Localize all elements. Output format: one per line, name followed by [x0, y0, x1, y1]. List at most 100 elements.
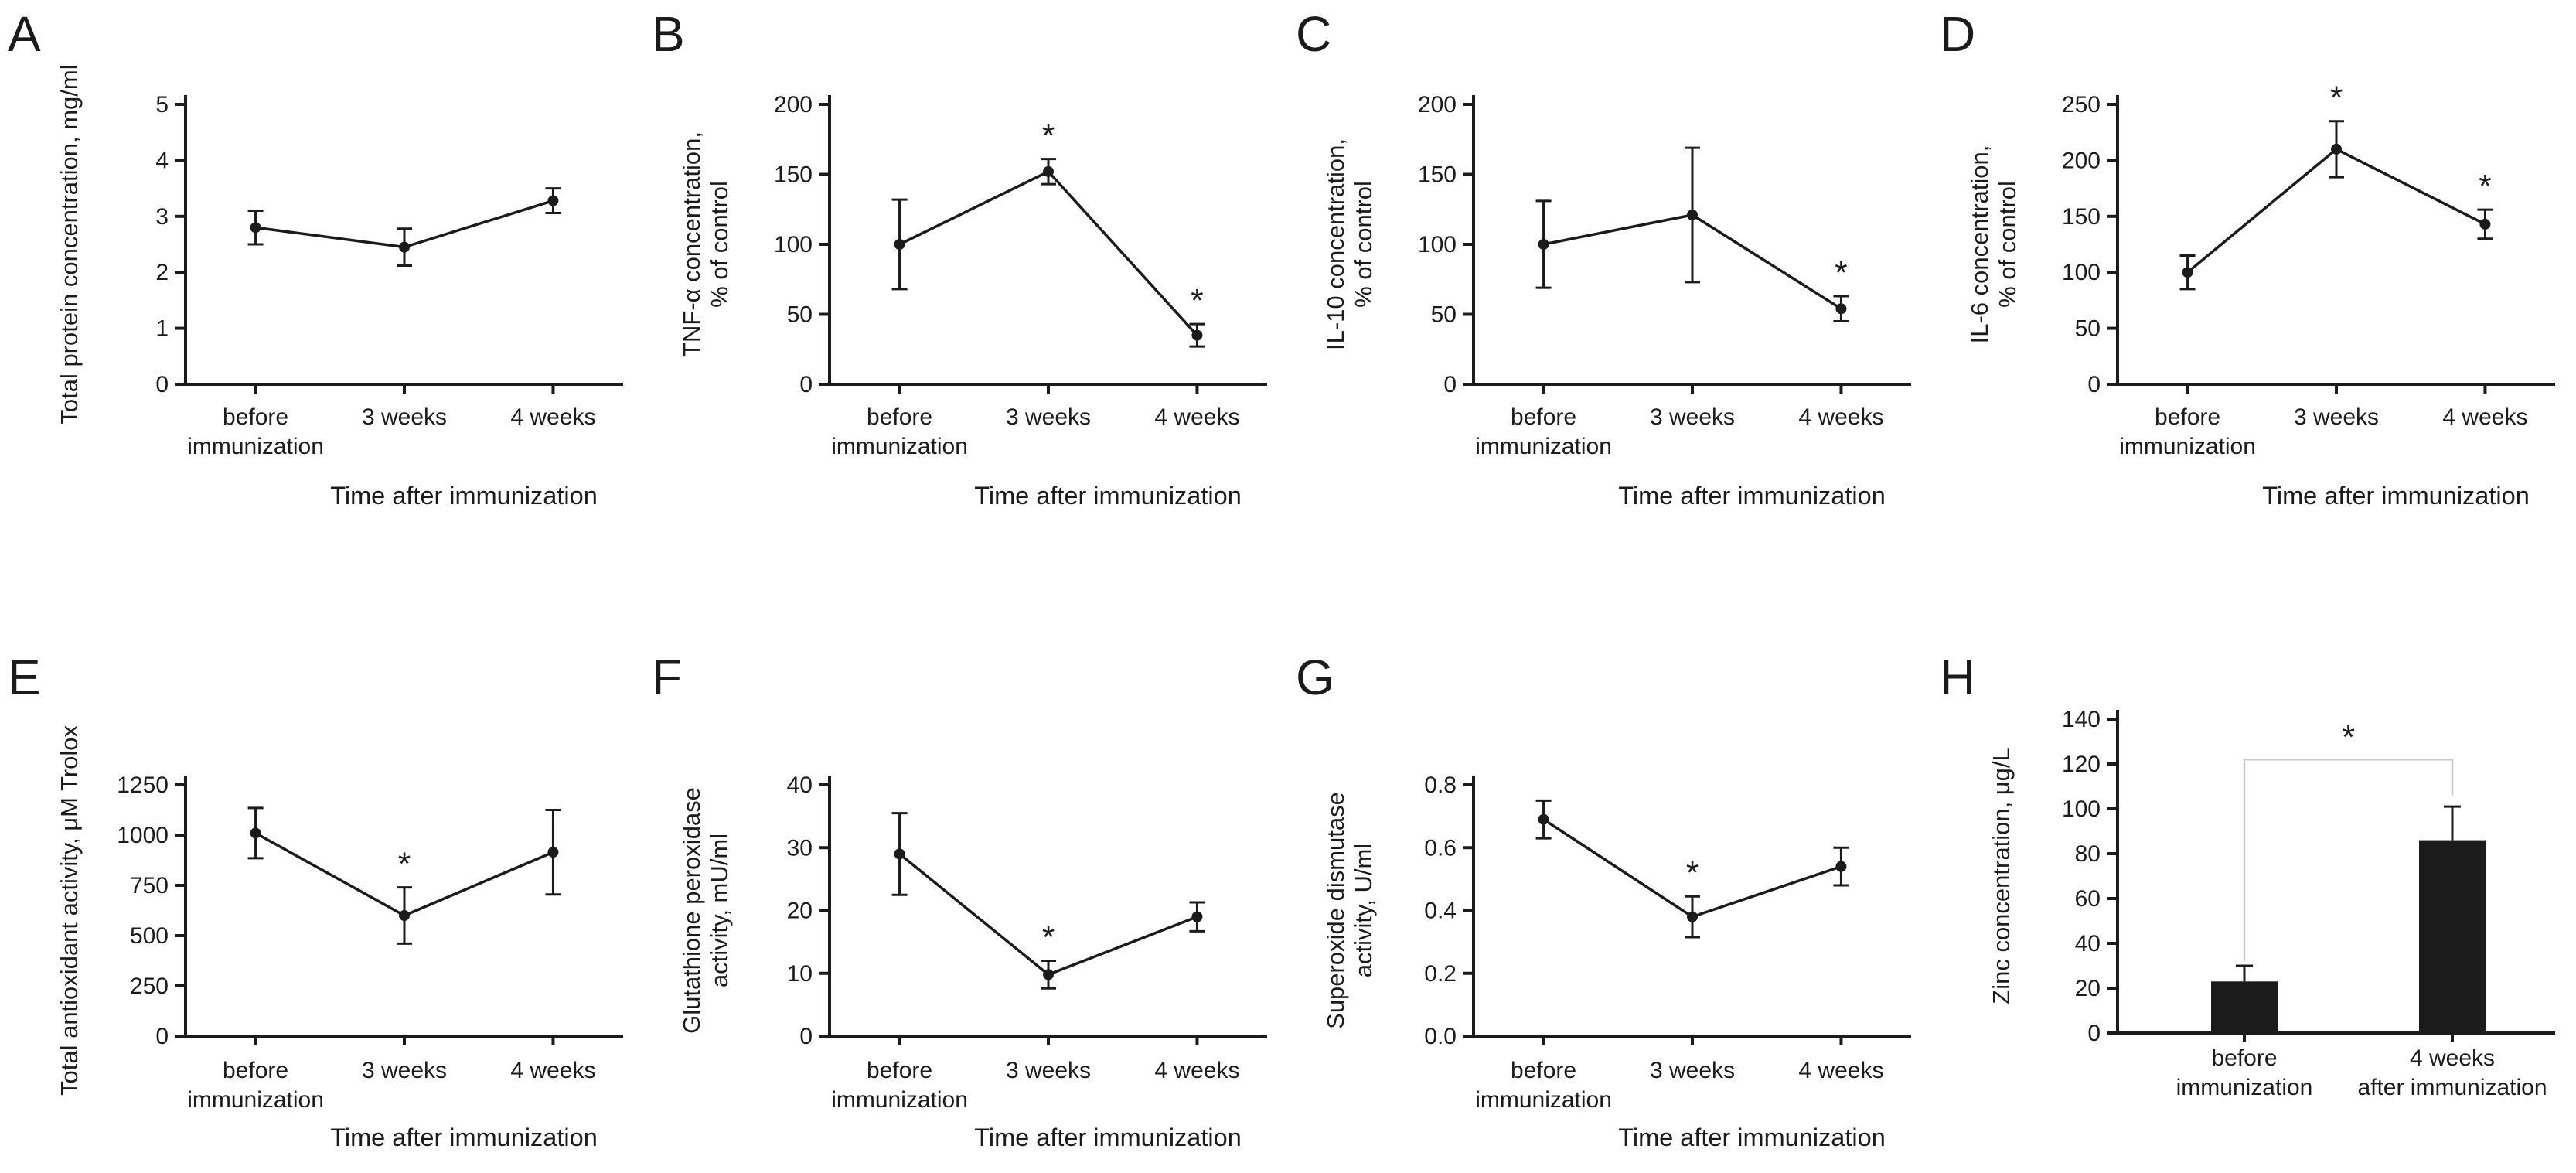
y-axis-label: Superoxide dismutase [1322, 792, 1349, 1029]
panel-G: G 0.0 0.2 0.4 0.6 0.8 Superoxide dismutase act… [1288, 588, 1932, 1173]
y-tick-label: 0 [2087, 372, 2101, 397]
y-tick-label: 80 [2075, 841, 2101, 867]
data-point [1687, 209, 1698, 220]
x-tick-label: before [867, 404, 932, 430]
panel-H-chart: 0 20 40 60 80 100 120 140 Zinc concentration, μg… [1988, 707, 2555, 1100]
y-tick-label: 30 [787, 835, 813, 861]
y-tick-label: 150 [2062, 204, 2101, 230]
significance-asterisk: * [1686, 854, 1699, 891]
y-axis-label: IL-10 concentration, [1322, 138, 1349, 350]
x-tick-label: immunization [831, 434, 968, 459]
x-tick-label: immunization [1475, 1087, 1612, 1113]
x-tick-label: 3 weeks [362, 404, 447, 430]
y-tick-label: 100 [774, 232, 813, 257]
y-axis-label: Zinc concentration, μg/L [1988, 748, 2015, 1004]
y-tick-label: 5 [155, 92, 169, 118]
panel-A-chart: 0 1 2 3 4 5 Total protein concentration, mg/ml… [56, 64, 623, 510]
x-tick-label: after immunization [2357, 1075, 2547, 1100]
y-tick-label: 200 [2062, 148, 2101, 173]
y-tick-label: 150 [1418, 162, 1457, 188]
x-axis-title: Time after immunization [330, 482, 598, 510]
panel-A: A 0 1 2 3 4 5 Total protein concentration, mg/… [0, 0, 644, 588]
y-tick-label: 0 [155, 1024, 169, 1049]
x-tick-label: 4 weeks [1154, 404, 1239, 430]
data-point [2182, 267, 2193, 278]
data-point [1835, 861, 1847, 872]
data-point [1191, 329, 1203, 341]
y-axis-label: Total protein concentration, mg/ml [56, 64, 83, 424]
y-tick-label: 500 [130, 923, 169, 949]
y-axis-label: IL-6 concentration, [1966, 145, 1993, 344]
panel-D-chart: 0 50 100 150 200 250 IL-6 concentration,% of c… [1966, 80, 2555, 510]
y-tick-label: 20 [787, 899, 813, 924]
panel-C-chart: 0 50 100 150 200 IL-10 concentration,% of con… [1322, 92, 1911, 510]
y-axis-label: activity, U/ml [1350, 844, 1377, 977]
panel-letter-C: C [1296, 6, 1332, 62]
y-tick-label: 150 [774, 162, 813, 188]
y-axis-label: % of control [1350, 181, 1377, 308]
data-point [2479, 218, 2491, 230]
panel-C: C 0 50 100 150 200 IL-10 concentration,% of c… [1288, 0, 1932, 588]
y-tick-label: 0.4 [1424, 899, 1457, 924]
data-point [894, 848, 905, 860]
data-point [894, 239, 905, 250]
significance-asterisk: * [2342, 718, 2355, 756]
significance-asterisk: * [1191, 282, 1203, 319]
y-tick-label: 2 [155, 260, 169, 285]
x-axis-title: Time after immunization [330, 1124, 598, 1151]
x-tick-label: 4 weeks [1798, 404, 1883, 430]
data-point [1687, 911, 1698, 922]
x-axis-title: Time after immunization [974, 1124, 1242, 1151]
y-tick-label: 40 [2075, 931, 2101, 956]
x-tick-label: 3 weeks [1650, 1058, 1735, 1083]
y-tick-label: 120 [2062, 752, 2101, 777]
x-axis-title: Time after immunization [2262, 482, 2530, 510]
y-tick-label: 0.8 [1424, 772, 1457, 798]
y-tick-label: 1000 [117, 823, 169, 848]
y-tick-label: 0 [799, 1024, 813, 1049]
y-tick-label: 1250 [117, 772, 169, 798]
significance-bracket [2243, 758, 2454, 962]
panel-letter-G: G [1296, 650, 1334, 705]
data-point [1835, 303, 1847, 315]
y-tick-label: 100 [2062, 796, 2101, 822]
x-tick-label: 4 weeks [1154, 1058, 1239, 1083]
x-tick-label: immunization [187, 1087, 324, 1113]
x-axis-title: Time after immunization [974, 482, 1242, 510]
y-tick-label: 140 [2062, 707, 2101, 732]
significance-asterisk: * [1042, 919, 1055, 956]
x-tick-label: 3 weeks [2294, 404, 2379, 430]
x-axis-title: Time after immunization [1618, 482, 1886, 510]
data-point [2331, 143, 2342, 155]
x-tick-label: 4 weeks [2442, 404, 2527, 430]
y-tick-label: 60 [2075, 886, 2101, 912]
panel-letter-E: E [8, 650, 41, 705]
x-tick-label: 4 weeks [1798, 1058, 1883, 1083]
y-axis-label: % of control [1994, 181, 2021, 308]
x-tick-label: 4 weeks [510, 1058, 595, 1083]
panel-E-chart: 0 250 500 750 1000 1250 Total antioxidant acti… [56, 725, 623, 1151]
y-axis-label: Glutathione peroxidase [678, 787, 705, 1034]
y-tick-label: 200 [774, 92, 813, 118]
x-tick-label: immunization [2176, 1075, 2313, 1100]
panel-F-chart: 0 10 20 30 40 Glutathione peroxidase activity,… [678, 772, 1267, 1151]
panel-D: D 0 50 100 150 200 250 IL-6 concentration,% of… [1932, 0, 2576, 588]
panel-B: B 0 50 100 150 200 TNF-α concentration,% of c… [644, 0, 1288, 588]
y-tick-label: 0.2 [1424, 961, 1457, 987]
y-tick-label: 750 [130, 873, 169, 899]
y-tick-label: 40 [787, 772, 813, 798]
significance-asterisk: * [2330, 80, 2343, 116]
x-tick-label: immunization [2119, 434, 2256, 459]
panel-letter-F: F [652, 650, 683, 705]
x-tick-label: before [2155, 404, 2220, 430]
data-point [1538, 239, 1549, 250]
panel-letter-A: A [8, 6, 41, 62]
x-tick-label: before [1511, 1058, 1576, 1083]
x-tick-label: before [223, 1058, 288, 1083]
data-point [1043, 165, 1054, 177]
y-axis-label: TNF-α concentration, [678, 131, 705, 357]
y-tick-label: 1 [155, 316, 169, 342]
x-tick-label: 3 weeks [1006, 404, 1091, 430]
y-tick-label: 20 [2075, 976, 2101, 1001]
